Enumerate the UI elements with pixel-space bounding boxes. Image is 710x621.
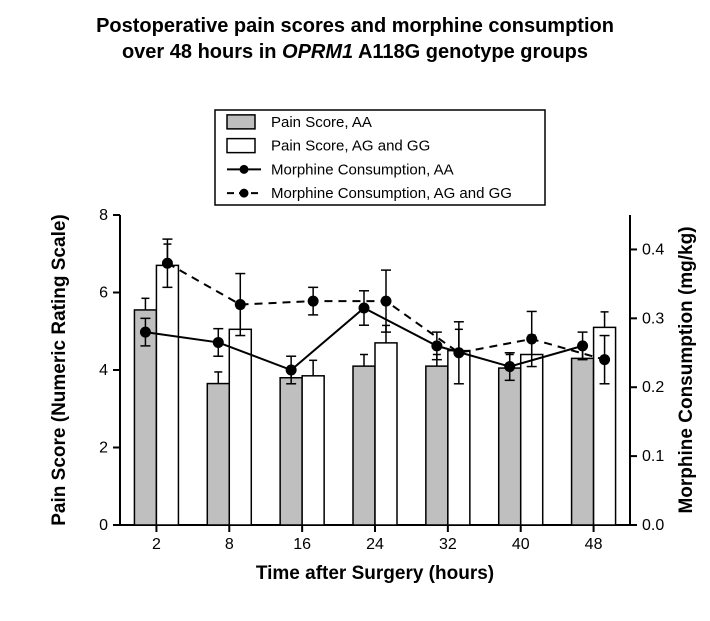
xtick-label: 40 [512,536,530,553]
ytick-label-right: 0.2 [642,379,664,396]
chart-title-line2: over 48 hours in OPRM1 A118G genotype gr… [122,41,588,63]
bar-pain-ag-gg [375,343,397,525]
xtick-label: 16 [293,536,311,553]
y-axis-right-label: Morphine Consumption (mg/kg) [676,226,697,513]
bar-pain-ag-gg [302,376,324,525]
ytick-label-left: 0 [99,517,108,534]
line-marker [454,348,464,358]
line-marker [286,365,296,375]
line-marker [527,334,537,344]
xtick-label: 32 [439,536,457,553]
bar-pain-ag-gg [156,265,178,525]
legend-label: Morphine Consumption, AA [271,161,454,178]
chart-title-line1: Postoperative pain scores and morphine c… [96,15,614,37]
legend-swatch-bar [227,139,255,153]
ytick-label-right: 0.1 [642,448,664,465]
ytick-label-left: 6 [99,285,108,302]
legend-label: Pain Score, AG and GG [271,138,430,155]
bar-pain-aa [499,368,521,525]
legend-swatch-bar [227,115,255,129]
line-marker [308,296,318,306]
bar-pain-aa [207,384,229,525]
line-marker [140,327,150,337]
line-marker [162,258,172,268]
bar-pain-aa [280,378,302,525]
xtick-label: 2 [152,536,161,553]
line-marker [600,355,610,365]
x-axis-label: Time after Surgery (hours) [256,563,494,584]
legend-swatch-marker [240,189,249,198]
ytick-label-left: 4 [99,362,108,379]
ytick-label-right: 0.3 [642,310,664,327]
xtick-label: 48 [585,536,603,553]
line-marker [235,300,245,310]
line-marker [505,362,515,372]
xtick-label: 8 [225,536,234,553]
bar-pain-ag-gg [229,329,251,525]
bar-pain-aa [572,358,594,525]
legend-swatch-marker [240,165,249,174]
line-marker [432,341,442,351]
bar-pain-ag-gg [521,355,543,526]
legend-label: Pain Score, AA [271,114,372,131]
chart-svg: Postoperative pain scores and morphine c… [0,0,710,621]
y-axis-left-label: Pain Score (Numeric Rating Scale) [49,214,70,526]
chart-container: Postoperative pain scores and morphine c… [0,0,710,621]
bar-pain-aa [426,366,448,525]
ytick-label-left: 2 [99,440,108,457]
ytick-label-left: 8 [99,207,108,224]
ytick-label-right: 0.0 [642,517,664,534]
line-marker [213,337,223,347]
xtick-label: 24 [366,536,384,553]
line-marker [381,296,391,306]
line-marker [578,341,588,351]
legend-label: Morphine Consumption, AG and GG [271,185,512,202]
line-marker [359,303,369,313]
ytick-label-right: 0.4 [642,241,664,258]
bar-pain-aa [353,366,375,525]
